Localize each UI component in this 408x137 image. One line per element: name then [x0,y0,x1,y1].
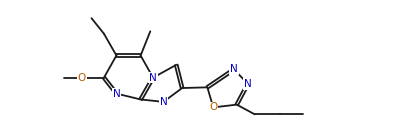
Text: O: O [209,102,217,112]
Text: N: N [113,89,120,99]
Text: N: N [149,73,157,83]
Text: N: N [244,79,252,89]
Text: N: N [230,64,238,74]
Text: O: O [78,73,86,83]
Text: N: N [160,97,167,107]
